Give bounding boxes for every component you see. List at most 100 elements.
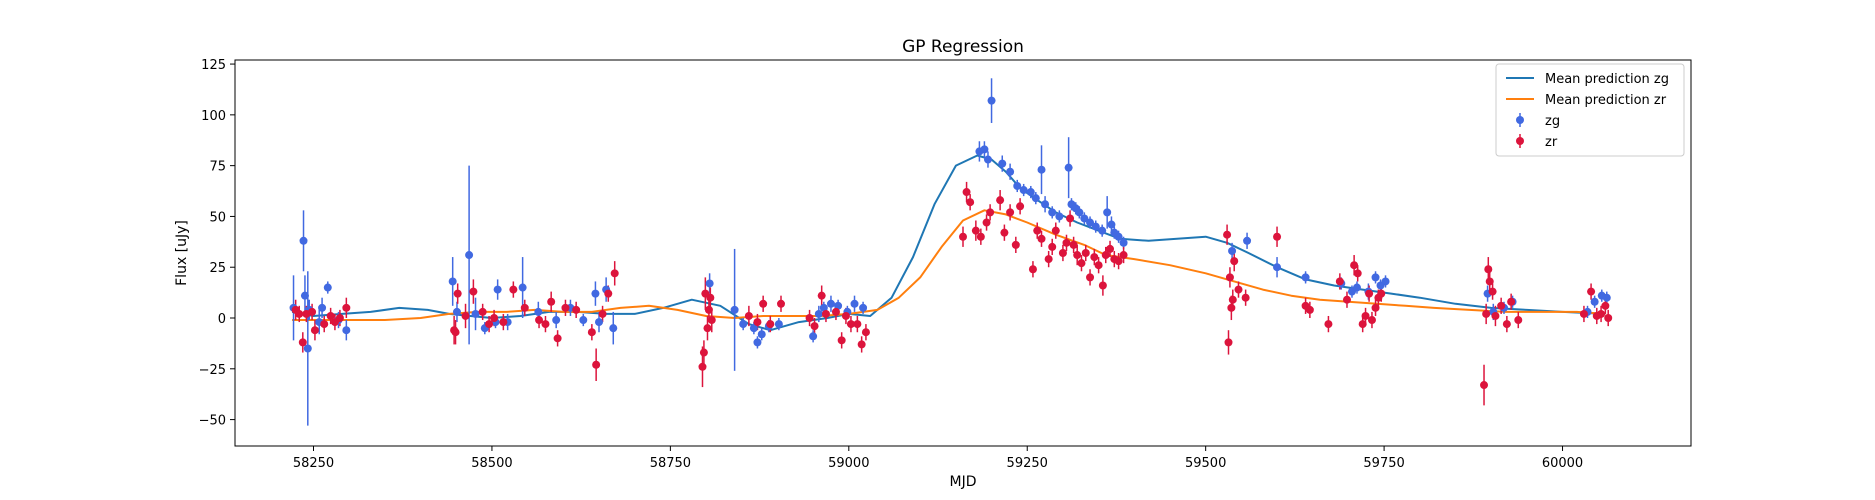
- point-zr: [1081, 249, 1090, 257]
- point-zg: [1041, 200, 1050, 209]
- point-zg: [998, 159, 1007, 168]
- point-zr: [485, 320, 494, 329]
- point-zr: [1230, 257, 1239, 266]
- x-axis-ticks: 58250 58500 58750 59000 59250 59500 59750 60000: [293, 446, 1583, 471]
- data-points: [289, 96, 1613, 390]
- point-zr: [857, 340, 866, 349]
- point-zg: [1037, 165, 1046, 174]
- point-zr: [707, 316, 716, 325]
- point-zr: [478, 307, 487, 316]
- point-zr: [1365, 289, 1374, 298]
- point-zg: [1055, 212, 1064, 221]
- point-zr: [831, 307, 840, 316]
- point-zr: [453, 289, 462, 298]
- x-tick-label: 59500: [1185, 456, 1226, 471]
- point-zg: [323, 283, 332, 292]
- point-zr: [1094, 261, 1103, 270]
- point-zr: [744, 311, 753, 320]
- point-zg: [834, 301, 843, 310]
- point-zr: [541, 320, 550, 329]
- point-zr: [308, 307, 317, 316]
- point-zr: [1044, 255, 1053, 264]
- y-tick-label: −50: [199, 414, 226, 429]
- point-zr: [1367, 316, 1376, 325]
- point-zg: [809, 332, 818, 341]
- point-zg: [983, 155, 992, 164]
- point-zr: [1016, 202, 1025, 211]
- y-tick-label: 0: [218, 312, 226, 327]
- point-zg: [579, 316, 588, 325]
- point-zr: [1497, 301, 1506, 310]
- y-tick-label: 50: [209, 210, 226, 225]
- point-zr: [1491, 311, 1500, 320]
- y-tick-label: 125: [201, 58, 226, 73]
- point-zr: [326, 311, 335, 320]
- point-zg: [318, 303, 327, 312]
- point-zr: [1086, 273, 1095, 282]
- point-zg: [493, 285, 502, 294]
- point-zr: [996, 196, 1005, 205]
- point-zg: [1243, 236, 1252, 245]
- point-zr: [1342, 295, 1351, 304]
- point-zr: [335, 314, 344, 323]
- point-zr: [861, 328, 870, 337]
- x-tick-label: 58500: [471, 456, 512, 471]
- point-zr: [704, 305, 713, 314]
- point-zr: [1048, 242, 1057, 251]
- legend-label-zg: zg: [1545, 114, 1560, 129]
- point-zr: [451, 328, 460, 337]
- point-zg: [1590, 297, 1599, 306]
- point-zr: [1062, 238, 1071, 247]
- point-zg: [1091, 222, 1100, 231]
- point-zr: [959, 232, 967, 241]
- point-zr: [1579, 309, 1588, 318]
- point-zg: [1013, 181, 1022, 190]
- point-zr: [810, 322, 819, 331]
- point-zr: [986, 208, 995, 217]
- point-zr: [1119, 251, 1128, 260]
- point-zg: [1228, 246, 1237, 255]
- point-zr: [553, 334, 562, 343]
- legend: Mean prediction zg Mean prediction zr zg…: [1495, 63, 1685, 157]
- point-zr: [1502, 320, 1511, 329]
- point-zr: [1106, 244, 1115, 253]
- point-zr: [1485, 277, 1494, 286]
- point-zr: [1077, 259, 1086, 268]
- point-zg: [1602, 293, 1611, 302]
- point-zg: [1371, 273, 1380, 282]
- point-zr: [846, 320, 855, 329]
- point-zr: [509, 285, 518, 294]
- point-zr: [1324, 320, 1333, 329]
- point-zg: [774, 320, 783, 329]
- point-zr: [1101, 251, 1110, 260]
- point-zr: [1098, 281, 1107, 290]
- point-zr: [1090, 253, 1099, 262]
- point-zg: [987, 96, 996, 105]
- point-zg: [1086, 218, 1095, 227]
- point-zr: [821, 309, 830, 318]
- point-zg: [1107, 220, 1116, 229]
- point-zg: [1064, 163, 1073, 172]
- point-zr: [490, 314, 499, 323]
- point-zg: [1119, 238, 1128, 247]
- point-zr: [1223, 230, 1232, 239]
- point-zg: [591, 289, 600, 298]
- point-zr: [703, 324, 712, 333]
- point-zr: [1000, 228, 1009, 237]
- y-tick-label: −25: [199, 363, 226, 378]
- point-zr: [1028, 265, 1037, 274]
- point-zr: [777, 299, 785, 308]
- point-zr: [1597, 309, 1606, 318]
- point-zr: [1037, 234, 1046, 243]
- point-zr: [706, 293, 715, 302]
- point-zg: [1048, 208, 1057, 217]
- point-zr: [469, 287, 478, 296]
- x-tick-label: 60000: [1542, 456, 1583, 471]
- x-tick-label: 59750: [1363, 456, 1404, 471]
- point-zg: [749, 324, 758, 333]
- point-zg: [595, 318, 603, 327]
- point-zg: [814, 309, 823, 318]
- point-zr: [1482, 309, 1491, 318]
- point-zg: [609, 324, 618, 333]
- point-zg: [859, 303, 868, 312]
